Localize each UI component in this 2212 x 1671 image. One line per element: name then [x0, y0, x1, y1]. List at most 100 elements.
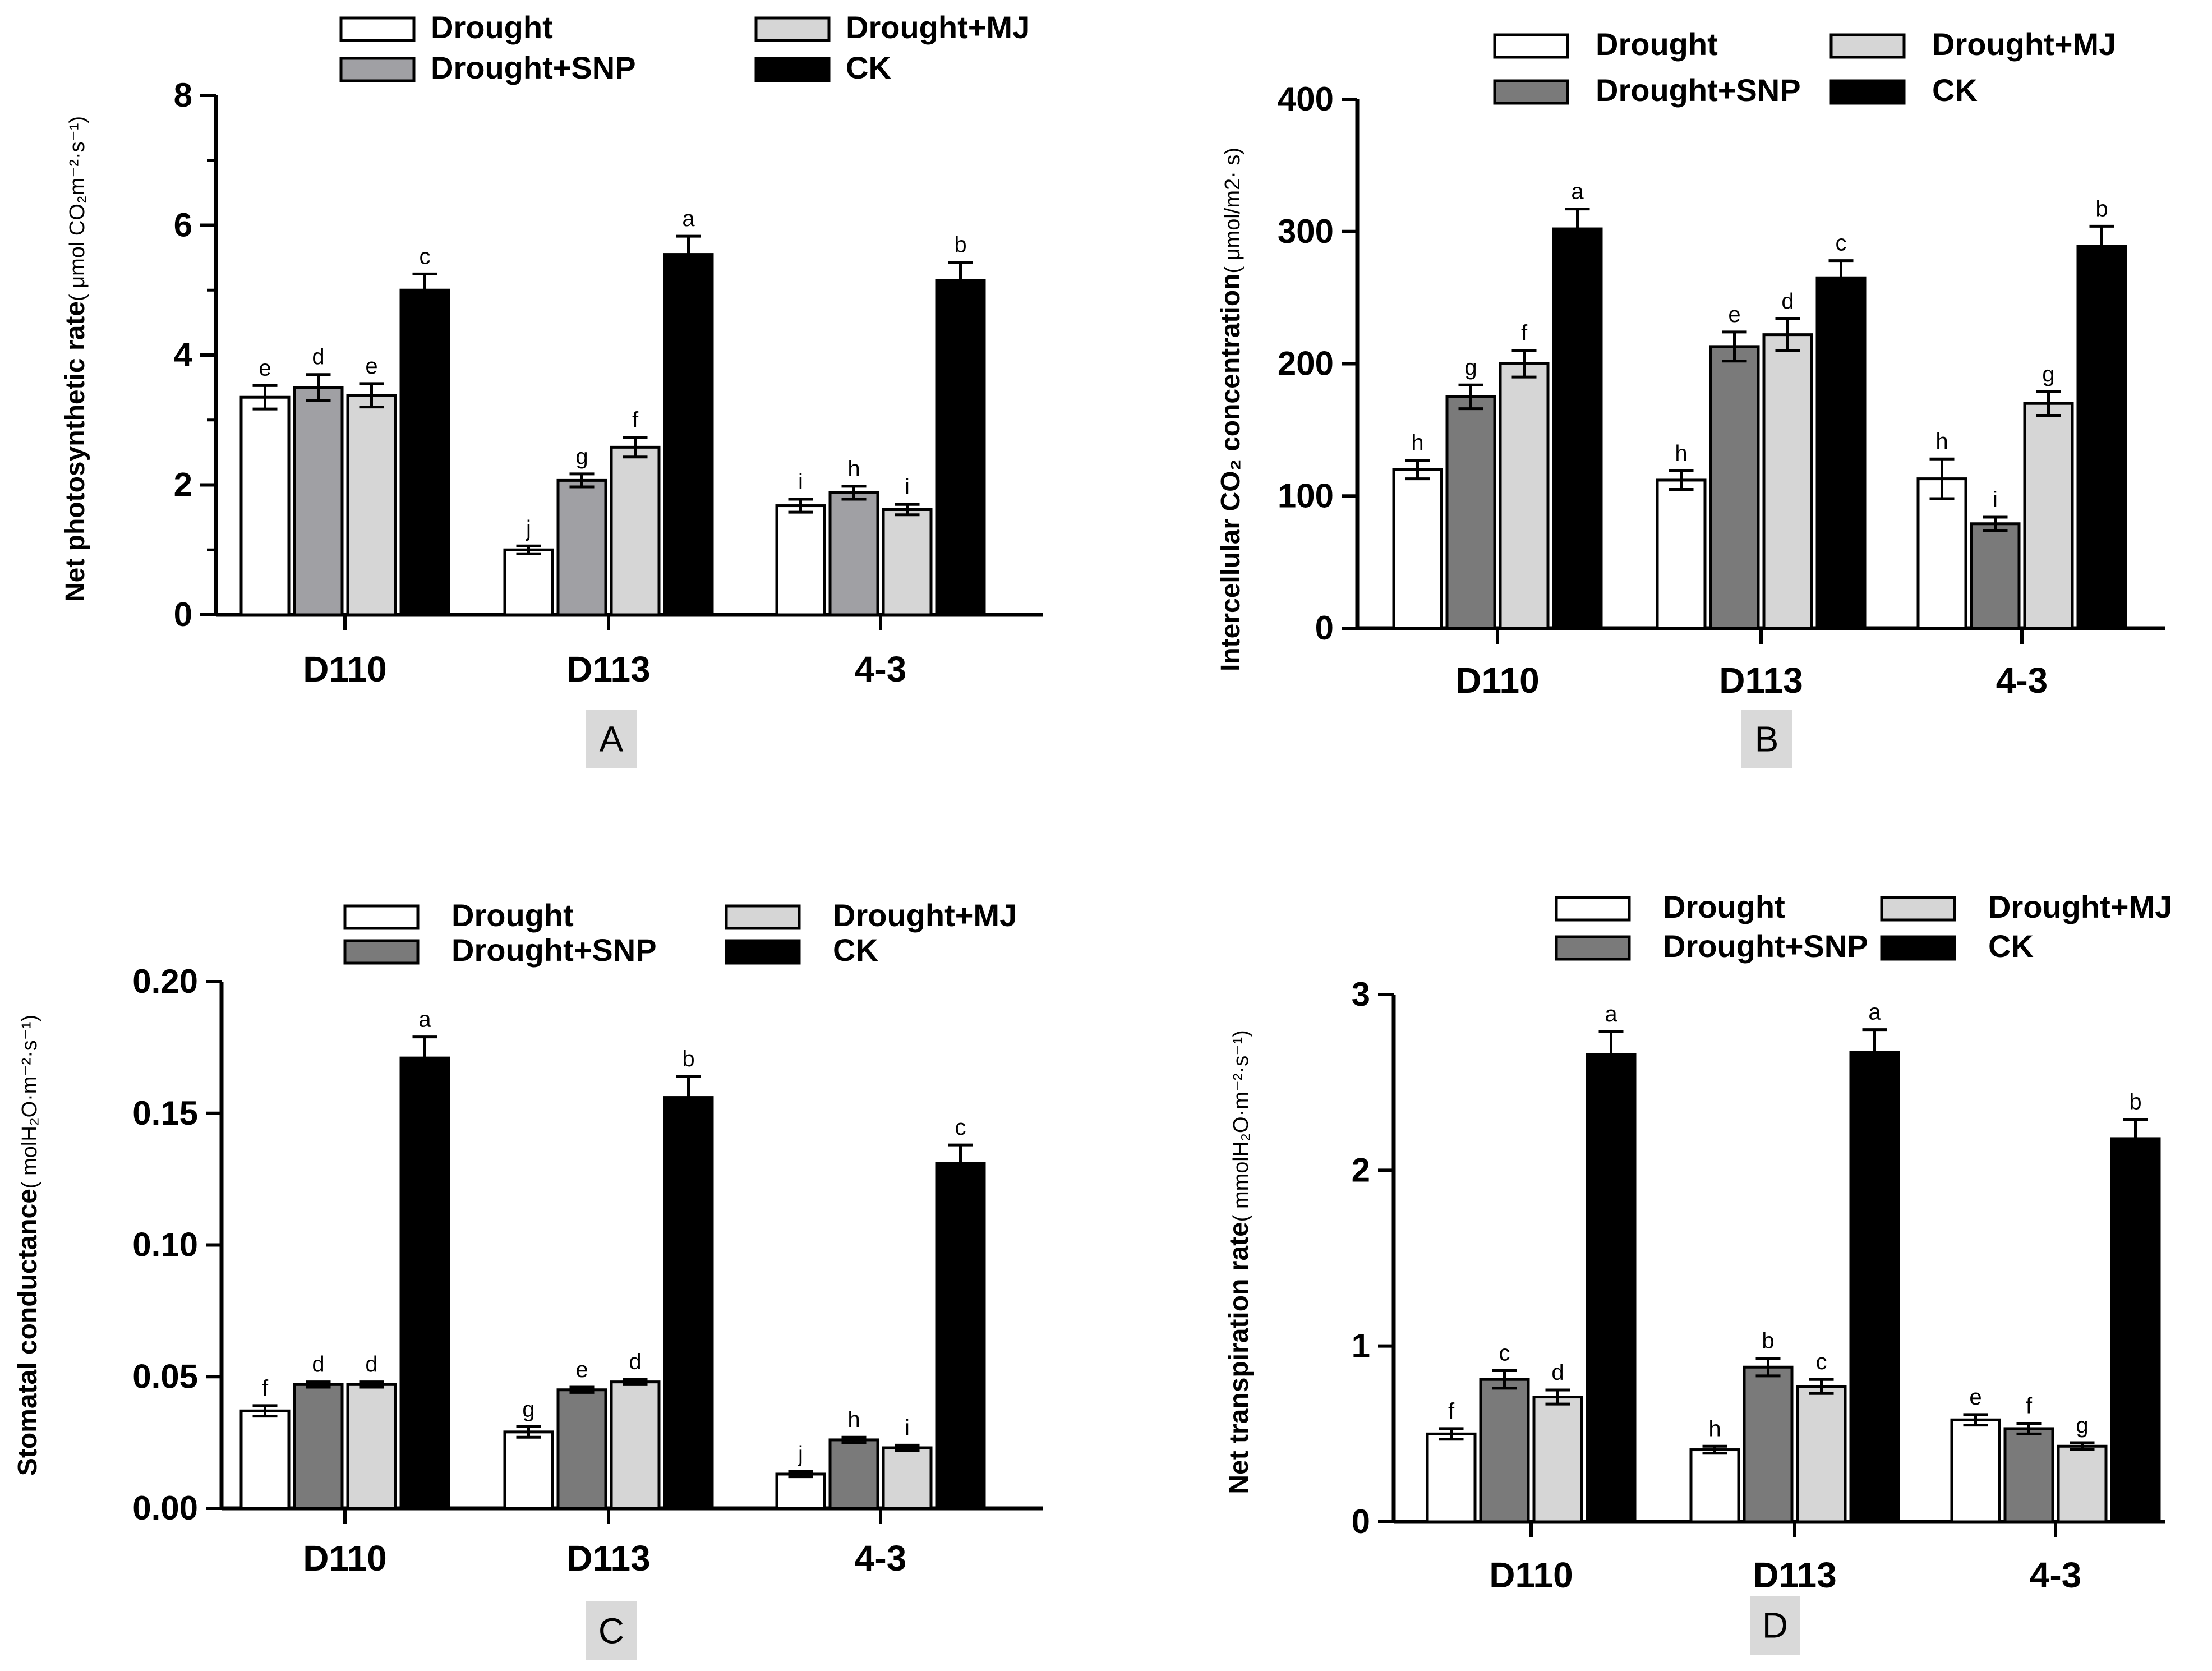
legend-label: Drought [431, 10, 553, 45]
x-tick-label: 4-3 [855, 649, 907, 689]
legend-swatch [343, 939, 420, 965]
significance-letter: h [1675, 441, 1687, 466]
legend: Drought Drought+SNP Drought+MJ CK [1555, 889, 2172, 964]
bar-drought-mj-4-3 [2057, 1444, 2108, 1523]
significance-letter: c [420, 244, 431, 269]
x-tick-label: D110 [1455, 660, 1539, 701]
legend-swatch [339, 57, 416, 82]
x-tick-label: 4-3 [1996, 660, 2048, 701]
bar-drought-mj-4-3 [882, 1446, 933, 1510]
legend-swatch [1555, 896, 1631, 922]
legend-swatch [1829, 33, 1906, 59]
significance-letter: h [1708, 1416, 1721, 1441]
significance-letter: e [259, 356, 271, 380]
significance-letter: e [1728, 302, 1740, 327]
legend-swatch [725, 939, 801, 965]
bar-drought-mj-d113 [610, 445, 661, 616]
x-tick-label: D113 [1753, 1555, 1836, 1595]
significance-letter: b [2095, 196, 2108, 221]
bar-drought-mj-d113 [610, 1380, 661, 1510]
bar-drought-snp-4-3 [1970, 522, 2021, 630]
x-tick-label: D110 [303, 1538, 386, 1578]
panel-tag-box [1750, 1596, 1800, 1655]
y-tick-label: 0.05 [132, 1357, 198, 1395]
significance-letter: f [1521, 321, 1528, 346]
y-axis-label-main: Net photosynthetic rate [61, 301, 90, 602]
legend-label: CK [833, 932, 878, 968]
bar-drought-mj-d110 [1499, 362, 1550, 630]
significance-letter: i [1993, 487, 1998, 512]
chart-panel-b: 0 100 200 300 400 Intercellular CO₂ concentra… [1216, 26, 2165, 768]
bar-drought-d110 [239, 395, 291, 616]
bar-drought-d113 [1689, 1448, 1740, 1523]
y-tick-label: 0 [1315, 609, 1334, 647]
y-tick-label: 0.15 [132, 1094, 198, 1132]
significance-letter: b [1762, 1329, 1774, 1354]
bar-drought-snp-d113 [1743, 1365, 1794, 1523]
bar-drought-4-3 [1916, 477, 1967, 630]
chart-panel-a: 0 2 4 6 8 Net photosynthetic rate( μmol CO₂m⁻… [61, 10, 1043, 768]
legend-swatch [339, 16, 416, 42]
legend-label: Drought+MJ [833, 897, 1017, 933]
y-tick-label: 300 [1278, 213, 1334, 250]
bar-drought-snp-4-3 [828, 1438, 879, 1510]
y-tick-label: 0.20 [132, 963, 198, 1000]
bar-drought-4-3 [775, 504, 826, 616]
x-tick-label: D110 [1489, 1555, 1573, 1595]
legend-label: Drought [1596, 26, 1718, 62]
bar-drought-d113 [503, 548, 554, 616]
bar-drought-snp-d110 [1479, 1378, 1530, 1523]
significance-letter: d [312, 345, 324, 370]
significance-letter: j [798, 1442, 803, 1466]
bar-ck-4-3 [935, 1162, 986, 1510]
bar-ck-d110 [1552, 227, 1603, 630]
legend-swatch [754, 57, 831, 82]
legend: Drought Drought+SNP Drought+MJ CK [1493, 26, 2116, 108]
bar-drought-mj-d113 [1796, 1385, 1847, 1523]
bar-drought-snp-4-3 [2003, 1427, 2054, 1523]
bar-ck-d113 [663, 253, 714, 616]
y-tick-label: 1 [1352, 1327, 1370, 1365]
significance-letter: c [1499, 1341, 1510, 1366]
y-tick-label: 0.10 [132, 1226, 198, 1264]
x-tick-label: D113 [566, 649, 650, 689]
significance-letter: h [1411, 431, 1423, 455]
chart-panel-c: 0.00 0.05 0.10 0.15 0.20 Stomatal conductance… [13, 897, 1043, 1660]
y-tick-label: 2 [1352, 1151, 1370, 1189]
legend-label: CK [1988, 928, 2034, 964]
y-tick-label: 3 [1352, 975, 1370, 1013]
significance-letter: d [365, 1352, 377, 1377]
bar-ck-4-3 [2110, 1137, 2161, 1523]
bar-ck-d110 [1586, 1053, 1637, 1523]
y-tick-label: 4 [174, 336, 193, 374]
legend-label: Drought [451, 897, 574, 933]
y-tick-label: 100 [1278, 477, 1334, 514]
significance-letter: h [847, 1407, 860, 1432]
y-tick-label: 8 [174, 76, 192, 114]
legend-swatch [343, 904, 420, 930]
bar-drought-d110 [239, 1409, 291, 1510]
bar-ck-d110 [399, 288, 450, 616]
significance-letter: f [2026, 1394, 2033, 1419]
significance-letter: g [2042, 362, 2054, 386]
bar-ck-4-3 [2076, 245, 2127, 630]
y-axis-label: Net transpiration rate( mmolH₂O·m⁻²·s⁻¹) [1224, 1030, 1254, 1494]
significance-letter: d [629, 1350, 641, 1374]
y-tick-label: 0 [174, 596, 192, 633]
significance-letter: a [418, 1007, 431, 1032]
y-tick-label: 6 [174, 206, 192, 244]
bar-drought-mj-d113 [1762, 333, 1813, 630]
significance-letter: f [1448, 1399, 1455, 1424]
y-axis-label-main: Intercellular CO₂ concentration [1216, 274, 1246, 671]
bar-drought-4-3 [1950, 1418, 2001, 1523]
significance-letter: b [682, 1047, 694, 1071]
bar-drought-mj-4-3 [882, 508, 933, 616]
legend-swatch [1493, 79, 1569, 105]
bar-drought-mj-d110 [346, 394, 397, 616]
significance-letter: d [1781, 289, 1794, 314]
significance-letter: c [955, 1115, 966, 1140]
significance-letter: j [526, 516, 531, 541]
legend-swatch [1880, 896, 1956, 922]
y-axis-label-main: Net transpiration rate [1224, 1222, 1254, 1494]
